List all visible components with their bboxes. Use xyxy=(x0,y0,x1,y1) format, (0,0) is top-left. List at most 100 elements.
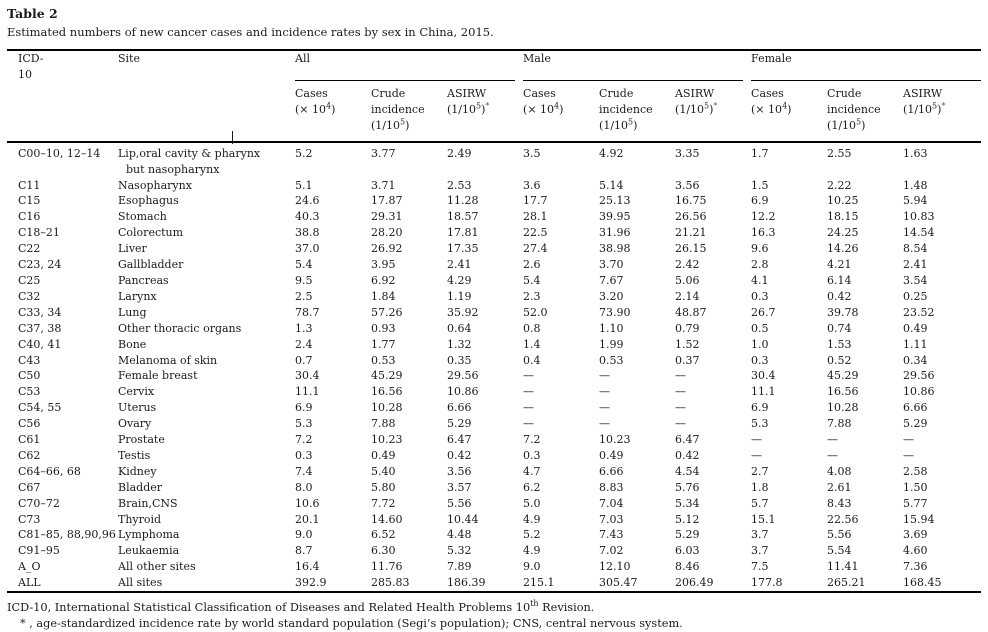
cell-value: — xyxy=(751,433,763,447)
cell-value: 5.29 xyxy=(447,417,472,431)
cell-value: 23.52 xyxy=(903,305,935,319)
cell-value: 5.76 xyxy=(675,480,700,494)
cell-value: 0.42 xyxy=(827,289,852,303)
cell-site: Bladder xyxy=(118,480,163,494)
cell-value: 9.0 xyxy=(523,560,541,574)
cell-value: 10.6 xyxy=(295,496,320,510)
table-row: C11 Nasopharynx 5.1 3.71 2.53 3.6 5.14 3.56 1.5 2… xyxy=(7,178,981,194)
cell-value: 5.1 xyxy=(295,178,313,192)
table-label: Table 2 xyxy=(7,6,58,21)
cell-icd10: C33, 34 xyxy=(18,305,62,319)
cell-value: 4.9 xyxy=(523,512,541,526)
cell-icd10: C00–10, 12–14 xyxy=(7,140,118,178)
cell-value: 4.1 xyxy=(751,273,769,287)
table-row: C53 Cervix 11.1 16.56 10.86 — — — 11.1 16.56 10.86 xyxy=(7,384,981,400)
cell-icd10: ALL xyxy=(18,576,41,590)
table-body: C00–10, 12–14 Lip,oral cavity & pharynx b… xyxy=(7,140,981,592)
cell-value: 2.7 xyxy=(751,464,769,478)
cell-value: 11.1 xyxy=(751,385,776,399)
cell-site: Colorectum xyxy=(118,226,184,240)
cell-value: 0.53 xyxy=(599,353,624,367)
cell-site: Leukaemia xyxy=(118,544,180,558)
cell-value: 5.3 xyxy=(751,417,769,431)
cell-value: 7.4 xyxy=(295,464,313,478)
cell-value: 5.32 xyxy=(447,544,472,558)
column-header-site: Site xyxy=(118,52,140,65)
cell-value: 3.6 xyxy=(523,178,541,192)
cell-icd10: C15 xyxy=(18,194,41,208)
cell-value: 1.10 xyxy=(599,321,624,335)
cell-value: 2.41 xyxy=(447,258,472,272)
cell-site: Melanoma of skin xyxy=(118,353,218,367)
cell-value: 3.54 xyxy=(903,273,928,287)
cell-value: 4.29 xyxy=(447,273,472,287)
cell-value: — xyxy=(827,448,839,462)
cell-site: Other thoracic organs xyxy=(118,321,242,335)
cell-value: 6.9 xyxy=(751,194,769,208)
cell-value: 15.1 xyxy=(751,512,776,526)
cell-value: 2.58 xyxy=(903,464,928,478)
cell-value: 5.2 xyxy=(295,140,371,178)
cell-icd10: C18–21 xyxy=(18,226,60,240)
table-row: C25 Pancreas 9.5 6.92 4.29 5.4 7.67 5.06 4.1 6.14… xyxy=(7,273,981,289)
cell-site: Lymphoma xyxy=(118,528,180,542)
cell-value: 30.4 xyxy=(751,369,776,383)
cell-site: Kidney xyxy=(118,464,157,478)
cell-value: 6.52 xyxy=(371,528,396,542)
cell-value: 2.22 xyxy=(827,178,852,192)
cell-value: 5.06 xyxy=(675,273,700,287)
table-row: C32 Larynx 2.5 1.84 1.19 2.3 3.20 2.14 0.3 0.42 0.… xyxy=(7,289,981,305)
cell-value: 5.2 xyxy=(523,528,541,542)
table-row: C64–66, 68 Kidney 7.4 5.40 3.56 4.7 6.66 4.54 2.… xyxy=(7,464,981,480)
cell-value: 31.96 xyxy=(599,226,631,240)
cell-value: 7.36 xyxy=(903,560,928,574)
cell-value: 0.3 xyxy=(751,289,769,303)
cell-value: 285.83 xyxy=(371,576,410,590)
cell-icd10: C81–85, 88,90,96 xyxy=(18,528,116,542)
cell-site: Lip,oral cavity & pharynx but nasopharyn… xyxy=(118,140,295,178)
cell-site: Larynx xyxy=(118,289,157,303)
cell-value: — xyxy=(523,417,535,431)
cell-value: 1.50 xyxy=(903,480,928,494)
cell-value: 8.7 xyxy=(295,544,313,558)
cell-value: 10.23 xyxy=(371,433,403,447)
cell-icd10: C70–72 xyxy=(18,496,60,510)
cell-value: 8.43 xyxy=(827,496,852,510)
cell-value: 5.0 xyxy=(523,496,541,510)
cell-value: 11.1 xyxy=(295,385,320,399)
cell-value: 3.7 xyxy=(751,544,769,558)
cell-value: 9.6 xyxy=(751,242,769,256)
cell-value: 10.23 xyxy=(599,433,631,447)
cell-value: 1.5 xyxy=(751,178,769,192)
cell-value: 45.29 xyxy=(371,369,403,383)
cell-value: 11.76 xyxy=(371,560,403,574)
column-group-female: Female xyxy=(751,50,981,81)
cell-value: 0.34 xyxy=(903,353,928,367)
cell-value: 7.43 xyxy=(599,528,624,542)
cell-value: 4.7 xyxy=(523,464,541,478)
cell-value: 1.99 xyxy=(599,337,624,351)
cell-value: 0.49 xyxy=(371,448,396,462)
cell-value: — xyxy=(751,448,763,462)
cell-value: 17.35 xyxy=(447,242,479,256)
cell-value: 29.56 xyxy=(447,369,479,383)
cell-site: Bone xyxy=(118,337,147,351)
table-row: A_O All other sites 16.4 11.76 7.89 9.0 12.10 8… xyxy=(7,559,981,575)
cell-value: — xyxy=(523,401,535,415)
table-row: C18–21 Colorectum 38.8 28.20 17.81 22.5 31.96 2… xyxy=(7,225,981,241)
cell-value: 7.89 xyxy=(447,560,472,574)
table-row: C22 Liver 37.0 26.92 17.35 27.4 38.98 26.15 9.6 1… xyxy=(7,241,981,257)
column-header-all-asirw: ASIRW (1/105)* xyxy=(447,87,490,116)
cell-value: 5.94 xyxy=(903,194,928,208)
cell-value: 0.42 xyxy=(447,448,472,462)
cell-value: 0.79 xyxy=(675,321,700,335)
cell-value: 2.5 xyxy=(295,289,313,303)
cell-value: 0.5 xyxy=(751,321,769,335)
cell-value: 2.4 xyxy=(295,337,313,351)
cell-value: 215.1 xyxy=(523,576,555,590)
table-row: C15 Esophagus 24.6 17.87 11.28 17.7 25.13 16.75… xyxy=(7,193,981,209)
cell-value: 24.25 xyxy=(827,226,859,240)
cell-value: 9.5 xyxy=(295,273,313,287)
cell-value: 7.5 xyxy=(751,560,769,574)
